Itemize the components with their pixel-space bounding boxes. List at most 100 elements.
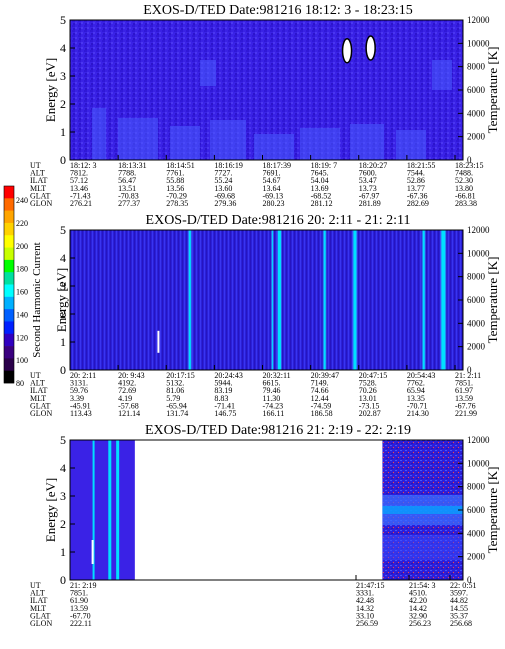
x-table-cell: 279.36 (214, 199, 236, 208)
x-table-cell: 7851. (455, 379, 473, 388)
cyan-stripe (188, 230, 191, 370)
x-table-cell: 18:20:27 (359, 161, 387, 170)
x-table-cell: -70.71 (407, 401, 428, 410)
x-table-cell: 7488. (455, 169, 473, 178)
colorbar-ticks: 240 220 200 180 160 140 120 100 80 (16, 196, 28, 388)
x-table-cell: 282.69 (407, 199, 429, 208)
x-table-cell: 7149. (311, 379, 329, 388)
x-table-cell: 18:13:31 (118, 161, 146, 170)
data-segment (70, 440, 135, 580)
ytick-label: 3 (60, 489, 66, 503)
x-table-cell: 18:14:51 (166, 161, 194, 170)
white-tick-feature (91, 540, 94, 564)
white-oval-feature (341, 38, 353, 64)
x-field-name: ALT (30, 169, 45, 178)
x-table-cell: 52.86 (407, 176, 425, 185)
bright-band-core (382, 506, 463, 514)
panel-1-lighter-patches (92, 60, 452, 160)
panel-2-y2-axis: 0 2000 4000 6000 8000 10000 12000 (458, 225, 490, 375)
x-field-name: GLAT (30, 401, 51, 410)
panel-3-y2-axis: 0 2000 4000 6000 8000 10000 12000 (458, 435, 490, 585)
y2tick-label: 2000 (467, 132, 486, 142)
colorbar-frame (3, 185, 15, 384)
x-table-cell: -67.36 (407, 191, 428, 200)
cyan-stripe (323, 230, 326, 370)
x-table-cell: -57.68 (118, 401, 139, 410)
x-field-name: ILAT (30, 176, 47, 185)
x-table-cell: -45.91 (70, 401, 91, 410)
ytick-label: 1 (60, 125, 66, 139)
colorbar-swatch (4, 247, 14, 261)
colorbar-tick-label: 200 (16, 242, 28, 251)
x-table-cell: 18:21:55 (407, 161, 435, 170)
ytick-label: 3 (60, 69, 66, 83)
x-table-cell: 202.87 (359, 409, 381, 418)
y2tick-label: 6000 (467, 85, 486, 95)
y2tick-label: 10000 (467, 248, 490, 258)
colorbar-swatch (4, 333, 14, 347)
x-table-cell: 14.32 (356, 604, 374, 613)
x-table-cell: 13.77 (407, 184, 425, 193)
x-table-cell: 4192. (118, 379, 136, 388)
white-oval-feature (365, 35, 376, 61)
x-table-cell: 18:17:39 (263, 161, 291, 170)
y2tick-label: 0 (467, 155, 472, 165)
x-table-cell: 13.64 (263, 184, 281, 193)
x-table-cell: -68.52 (311, 191, 332, 200)
x-table-cell: 20:32:11 (263, 371, 291, 380)
x-field-name: GLON (30, 199, 52, 208)
x-field-name: GLON (30, 409, 52, 418)
x-field-name: MLT (30, 394, 46, 403)
x-table-cell: 20:24:43 (214, 371, 242, 380)
colorbar-tick-label: 120 (16, 333, 28, 342)
x-table-cell: 56.47 (118, 176, 136, 185)
x-table-cell: -70.29 (166, 191, 187, 200)
ytick-label: 3 (60, 279, 66, 293)
x-table-cell: 57.12 (70, 176, 88, 185)
x-table-cell: 12.44 (311, 394, 329, 403)
panel-3-y2label: Temperature [K] (485, 467, 500, 554)
x-table-cell: 54.04 (311, 176, 329, 185)
x-table-cell: 72.69 (118, 386, 136, 395)
panel-3-ylabel: Energy [eV] (43, 478, 58, 542)
x-table-cell: 4.19 (118, 394, 132, 403)
panel-2-features (157, 330, 160, 353)
x-field-name: ALT (30, 379, 45, 388)
x-field-name: GLON (30, 619, 52, 628)
x-table-cell: 8.83 (214, 394, 228, 403)
x-table-cell: 256.68 (450, 619, 472, 628)
x-table-cell: 4510. (409, 589, 427, 598)
x-table-cell: 13.59 (70, 604, 88, 613)
x-table-cell: 3597. (450, 589, 468, 598)
cyan-stripe (92, 440, 95, 580)
y2tick-label: 4000 (467, 528, 486, 538)
x-field-name: GLAT (30, 191, 51, 200)
x-table-cell: -69.68 (214, 191, 235, 200)
x-table-cell: 18:12: 3 (70, 161, 96, 170)
panel-2-y-axis: 0 1 2 3 4 5 (60, 223, 75, 377)
x-field-name: ILAT (30, 596, 47, 605)
y2tick-label: 8000 (467, 62, 486, 72)
ytick-label: 0 (60, 153, 66, 167)
colorbar-swatch (4, 222, 14, 236)
x-table-cell: -74.23 (263, 401, 284, 410)
y2tick-label: 6000 (467, 505, 486, 515)
x-table-cell: 278.35 (166, 199, 188, 208)
x-table-cell: 121.14 (118, 409, 140, 418)
x-table-cell: 13.46 (70, 184, 88, 193)
x-table-cell: -71.41 (214, 401, 235, 410)
cyan-stripe (441, 230, 446, 370)
ytick-label: 5 (60, 223, 66, 237)
x-table-cell: 21: 2:11 (455, 371, 481, 380)
colorbar-swatches (4, 186, 14, 384)
x-table-cell: 18:19: 7 (311, 161, 337, 170)
x-table-cell: 20:17:15 (166, 371, 194, 380)
ytick-label: 2 (60, 97, 66, 111)
colorbar-tick-label: 100 (16, 356, 28, 365)
panel-2-title: EXOS-D/TED Date:981216 20: 2:11 - 21: 2:… (146, 213, 411, 228)
x-table-cell: 7727. (214, 169, 232, 178)
colorbar-swatch (4, 235, 14, 248)
x-table-cell: 6615. (263, 379, 281, 388)
x-table-cell: 7600. (359, 169, 377, 178)
x-table-cell: 20: 9:43 (118, 371, 144, 380)
